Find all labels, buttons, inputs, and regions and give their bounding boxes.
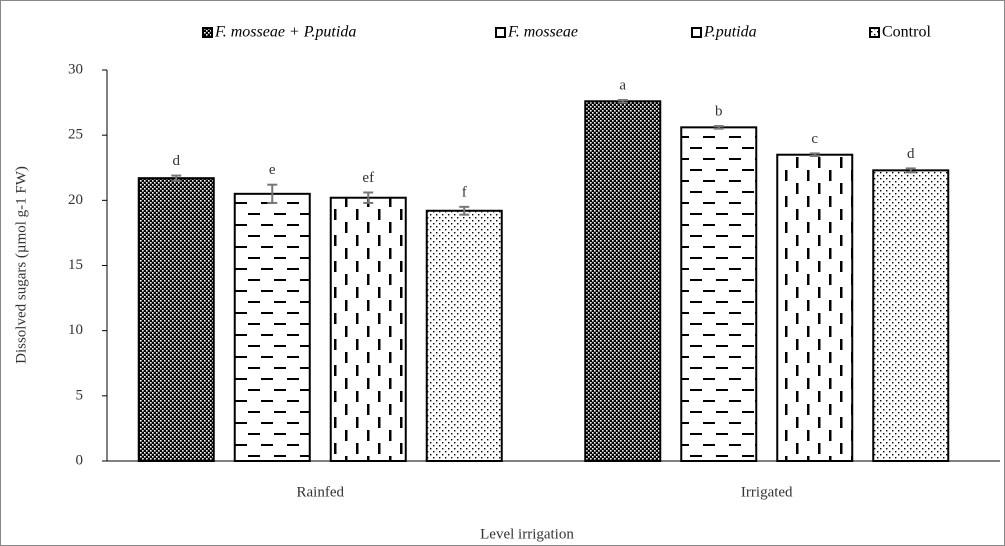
bar xyxy=(425,209,503,462)
legend-swatch xyxy=(869,27,880,38)
x-axis-title: Level irrigation xyxy=(480,526,574,542)
y-tick-label: 30 xyxy=(68,61,83,77)
x-tick-label: Rainfed xyxy=(297,484,345,500)
y-axis-title: Dissolved sugars (µmol g-1 FW) xyxy=(13,166,29,364)
legend-label: P.putida xyxy=(703,24,757,41)
legend-label: Control xyxy=(882,24,931,41)
bar xyxy=(233,192,311,462)
error-bar xyxy=(809,152,820,158)
y-tick-label: 15 xyxy=(68,257,83,273)
y-tick-label: 5 xyxy=(76,387,84,403)
significance-label: a xyxy=(619,77,626,93)
bar xyxy=(680,126,758,462)
legend-swatch xyxy=(495,27,506,38)
significance-label: ef xyxy=(362,170,374,186)
bar xyxy=(872,169,950,463)
error-bar xyxy=(459,205,470,216)
error-bar xyxy=(905,167,916,174)
bar xyxy=(329,196,407,463)
y-tick-label: 0 xyxy=(76,452,84,468)
significance-label: e xyxy=(269,162,276,178)
error-bar xyxy=(713,125,724,130)
y-tick-label: 10 xyxy=(68,322,83,338)
error-bar xyxy=(617,98,628,104)
x-tick-label: Irrigated xyxy=(741,484,793,500)
error-bar xyxy=(363,191,374,204)
bar xyxy=(776,153,854,462)
legend-swatch xyxy=(691,27,702,38)
significance-label: f xyxy=(462,184,467,200)
significance-label: b xyxy=(715,103,723,119)
error-bar xyxy=(171,174,182,182)
legend-swatch xyxy=(202,27,213,38)
y-tick-label: 20 xyxy=(68,192,83,208)
bar xyxy=(584,100,662,462)
significance-label: d xyxy=(173,153,181,169)
legend-label: F. mosseae + P.putida xyxy=(214,24,356,41)
significance-label: c xyxy=(811,131,818,147)
legend-label: F. mosseae xyxy=(507,24,578,41)
significance-label: d xyxy=(907,146,915,162)
bar xyxy=(137,177,215,462)
error-bar xyxy=(267,183,278,204)
y-tick-label: 25 xyxy=(68,127,83,143)
